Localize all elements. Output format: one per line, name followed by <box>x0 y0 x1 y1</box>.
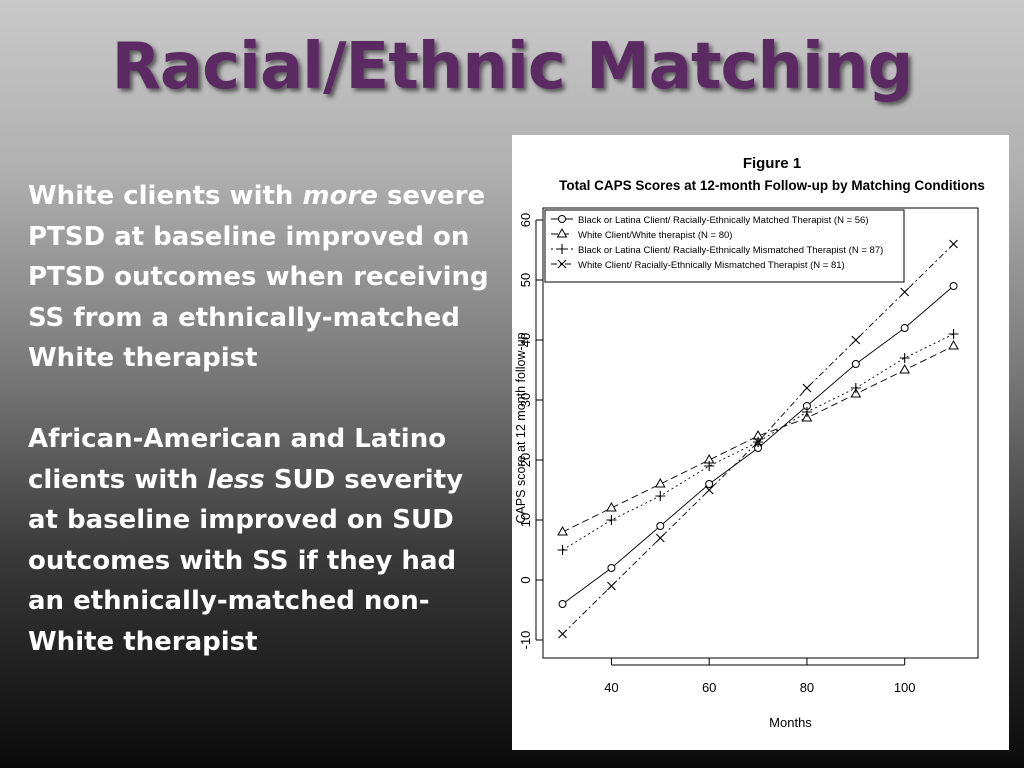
series-4-point <box>558 629 567 639</box>
legend-marker-2 <box>556 227 568 238</box>
y-tick-label: 40 <box>518 333 533 347</box>
series-3-point <box>948 329 959 339</box>
series-4-point <box>802 383 812 393</box>
y-tick-label: 20 <box>518 453 533 467</box>
legend-marker-1 <box>558 215 566 223</box>
series-2-point <box>899 363 911 374</box>
series-2-point <box>654 477 666 488</box>
series-3-point <box>704 461 715 471</box>
x-axis-label: Months <box>769 715 812 730</box>
y-tick-label: 10 <box>518 513 533 527</box>
series-3-point <box>850 383 861 393</box>
y-axis-label: CAPS score at 12 month follow-up <box>514 332 528 523</box>
y-tick-label: -10 <box>518 631 533 650</box>
series-4-point <box>607 581 616 591</box>
series-3-point <box>655 491 666 501</box>
series-2-point <box>606 501 617 512</box>
body-text: White clients with more severe PTSD at b… <box>28 176 498 703</box>
x-tick-label: 60 <box>702 680 716 695</box>
series-1-point <box>558 600 567 608</box>
series-4-point <box>949 239 958 249</box>
series-4-point <box>900 287 910 297</box>
series-1-point <box>949 282 958 290</box>
slide-title: Racial/Ethnic Matching <box>111 30 914 104</box>
paragraph-2-text-rest: SUD severity at baseline improved on SUD… <box>28 464 464 657</box>
caps-line-chart: Figure 1 Total CAPS Scores at 12-month Fo… <box>514 155 985 730</box>
legend-label-3: Black or Latina Client/ Racially-Ethnica… <box>578 245 883 256</box>
x-tick-label: 100 <box>894 680 916 695</box>
legend-label-1: Black or Latina Client/ Racially-Ethnica… <box>578 215 869 226</box>
paragraph-minority-clients: African-American and Latino clients with… <box>28 419 498 663</box>
figure-panel: Figure 1 Total CAPS Scores at 12-month Fo… <box>512 135 1009 750</box>
series-1-point <box>851 360 860 368</box>
paragraph-1-emphasis: more <box>302 181 378 211</box>
series-1-point <box>705 480 714 488</box>
series-4-point <box>704 485 714 495</box>
y-tick-label: 60 <box>518 213 533 227</box>
series-1-point <box>607 564 616 572</box>
y-tick-label: 50 <box>518 273 533 287</box>
series-4-point <box>851 335 861 345</box>
paragraph-2-emphasis: less <box>207 464 265 495</box>
series-1-point <box>900 324 909 332</box>
series-2-point <box>948 339 959 350</box>
series-1-point <box>656 522 665 530</box>
series-3-point <box>801 407 812 417</box>
legend-label-2: White Client/White therapist (N = 80) <box>578 230 732 241</box>
plot-frame <box>542 207 979 659</box>
paragraph-white-clients: White clients with more severe PTSD at b… <box>28 176 498 379</box>
series-line-3 <box>562 333 954 551</box>
y-tick-label: 0 <box>518 576 533 583</box>
paragraph-1-text-rest: severe PTSD at baseline improved on PTSD… <box>28 181 489 374</box>
legend-box <box>544 209 905 283</box>
chart-title: Figure 1 <box>743 155 801 172</box>
series-3-point <box>557 545 568 555</box>
series-4-point <box>753 437 763 447</box>
x-tick-label: 40 <box>604 680 618 695</box>
series-3-point <box>606 515 617 525</box>
series-3-point <box>899 353 910 363</box>
series-line-2 <box>562 345 954 533</box>
paragraph-1-text: White clients with <box>28 181 303 211</box>
y-tick-label: 30 <box>518 393 533 407</box>
legend-label-4: White Client/ Racially-Ethnically Mismat… <box>578 260 845 271</box>
paragraph-2-text: African-American and Latino clients with <box>28 423 447 495</box>
chart-subtitle: Total CAPS Scores at 12-month Follow-up … <box>559 178 985 193</box>
legend-marker-4 <box>557 259 567 269</box>
series-2-point <box>557 525 568 536</box>
series-4-point <box>655 533 665 543</box>
x-tick-label: 80 <box>800 680 814 695</box>
legend-marker-3 <box>557 244 567 254</box>
